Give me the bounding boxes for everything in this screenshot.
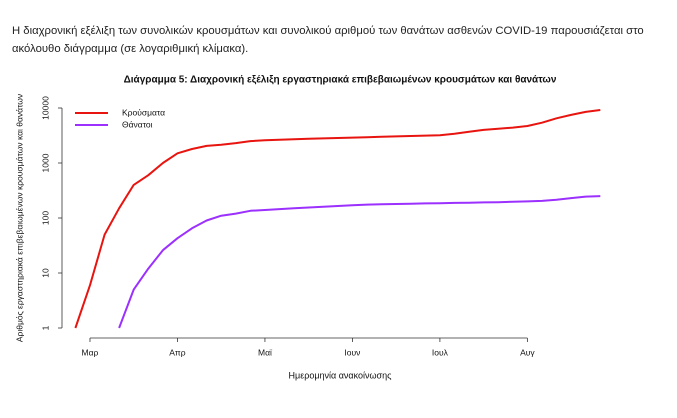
x-tick-label: Μαρ — [82, 347, 99, 357]
y-tick-label: 100 — [40, 211, 50, 225]
y-tick-label: 10000 — [40, 96, 50, 120]
chart-title: Διάγραμμα 5: Διαχρονική εξέλιξη εργαστηρ… — [124, 75, 557, 86]
legend-label: Θάνατοι — [122, 119, 153, 129]
x-axis-label: Ημερομηνία ανακοίνωσης — [289, 370, 393, 380]
x-tick-label: Ιουν — [344, 347, 360, 357]
x-tick-label: Μαϊ — [258, 347, 273, 357]
y-axis-label: Αριθμός εργαστηριακά επιβεβαιωμένων κρου… — [14, 94, 24, 342]
legend-label: Κρούσματα — [122, 107, 165, 117]
paragraph: Η διαχρονική εξέλιξη των συνολικών κρουσ… — [12, 25, 644, 55]
x-tick-label: Ιουλ — [432, 347, 449, 357]
y-tick-label: 1 — [40, 325, 50, 330]
y-tick-label: 1000 — [40, 153, 50, 172]
series-line — [74, 109, 601, 329]
x-tick-label: Απρ — [169, 347, 186, 357]
series-line — [118, 195, 601, 329]
y-tick-label: 10 — [40, 268, 50, 278]
x-tick-label: Αυγ — [520, 347, 535, 357]
